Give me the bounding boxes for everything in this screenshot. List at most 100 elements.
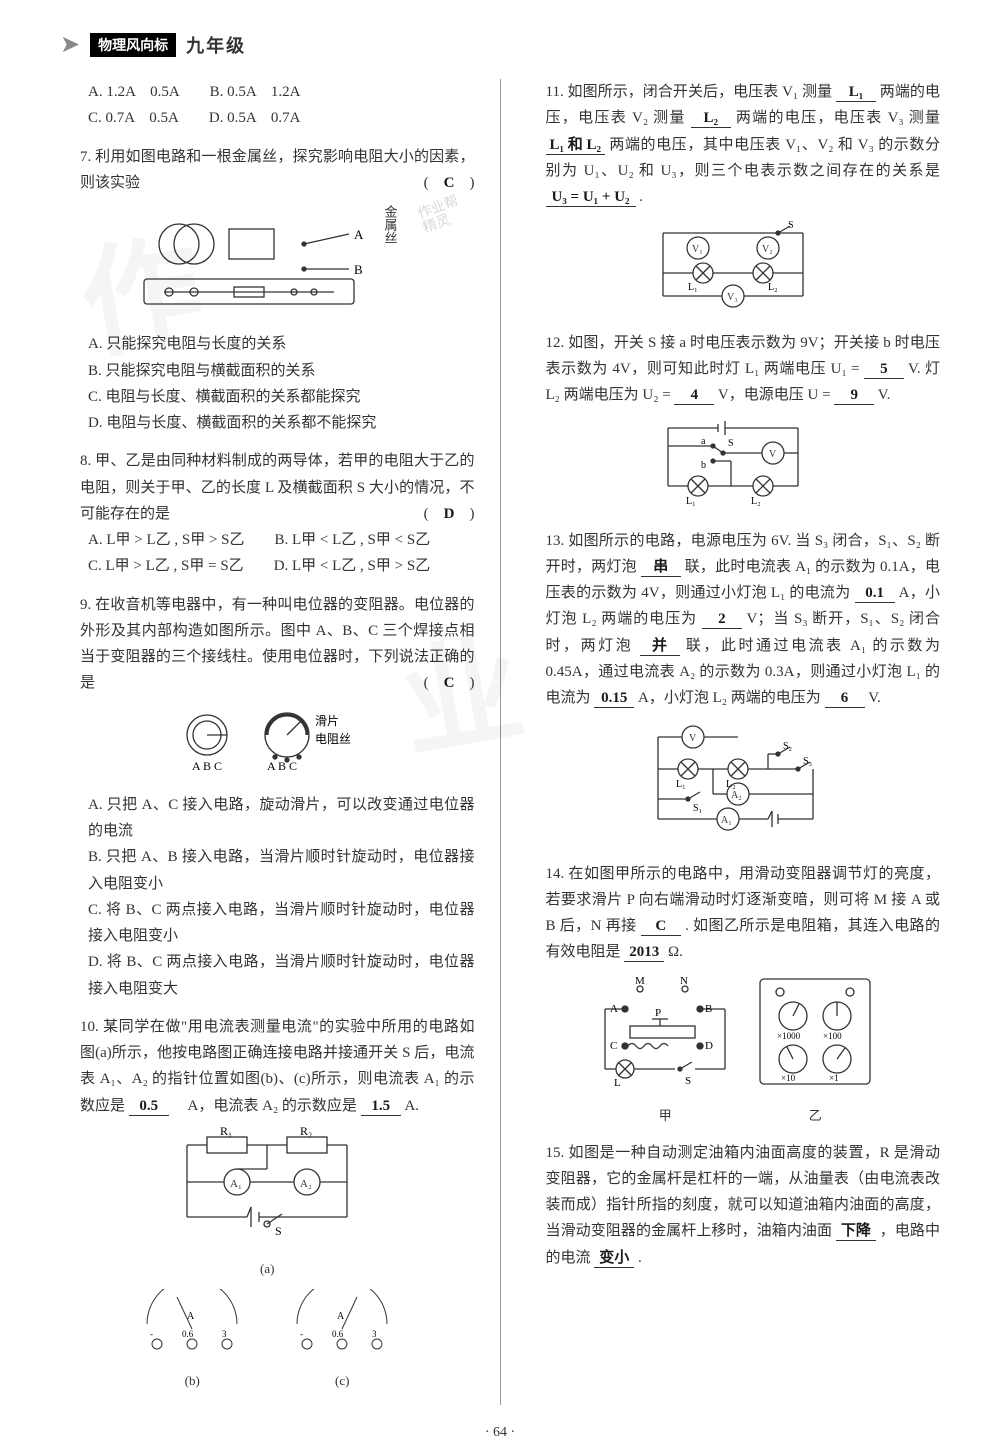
question-11: 11. 如图所示，闭合开关后，电压表 V₁ 测量 L₁ 两端的电压，电压表 V₂… [526,79,941,318]
svg-text:A₁: A₁ [721,815,732,826]
svg-text:S₃: S₃ [803,756,812,767]
svg-text:S: S [275,1224,282,1238]
answer-bracket: ( C ) [424,170,475,196]
svg-text:A₁: A₁ [230,1178,242,1190]
answer: C [444,675,455,691]
question-text: A，电流表 A₂ 的示数应是 [188,1098,357,1114]
option: C. 0.7A 0.5A [88,105,179,131]
fig-label: (a) [60,1258,475,1281]
svg-text:S₂: S₂ [783,741,792,752]
option: D. L甲 < L乙 , S甲 > S乙 [274,553,431,579]
question-13: 13. 如图所示的电路，电源电压为 6V. 当 S₃ 闭合，S₁、S₂ 断开时，… [526,528,941,849]
q11-figure: V₁ V₂ V₃ L₁ L₂ S [526,218,941,317]
option: C. L甲 > L乙 , S甲 = S乙 [88,553,244,579]
svg-text:M: M [635,975,645,987]
option: B. 只能探究电阻与横截面积的关系 [60,358,475,384]
svg-text:×100: ×100 [823,1031,842,1041]
right-column: 11. 如图所示，闭合开关后，电压表 V₁ 测量 L₁ 两端的电压，电压表 V₂… [526,79,941,1405]
option: C. 电阻与长度、横截面积的关系都能探究 [60,384,475,410]
option: A. 只能探究电阻与长度的关系 [60,331,475,357]
left-column: A. 1.2A 0.5A B. 0.5A 1.2A C. 0.7A 0.5A D… [60,79,475,1405]
svg-text:V₂: V₂ [762,244,773,255]
svg-text:A: A [354,227,364,242]
svg-text:0.6: 0.6 [332,1329,344,1339]
svg-text:S: S [788,220,794,231]
question-text: 7. 利用如图电路和一根金属丝，探究影响电阻大小的因素，则该实验 [80,149,475,191]
option: B. L甲 < L乙 , S甲 < S乙 [275,527,431,553]
option: D. 电阻与长度、横截面积的关系都不能探究 [60,410,475,436]
svg-text:A: A [187,1311,195,1322]
svg-text:A₂: A₂ [300,1178,312,1190]
question-7: 7. 利用如图电路和一根金属丝，探究影响电阻大小的因素，则该实验 ( C ) [60,144,475,437]
q10-figure-a: A₁ A₂ R₁ R₂ S [60,1127,475,1281]
option: D. 将 B、C 两点接入电路，当滑片顺时针旋动时，电位器接入电阻变大 [60,949,475,1002]
svg-text:L₂: L₂ [726,779,736,790]
q14-figure: M N A B P C D L S 甲 [526,974,941,1128]
svg-text:-: - [300,1329,303,1339]
option: A. 只把 A、C 接入电路，旋动滑片，可以改变通过电位器的电流 [60,792,475,845]
answer-bracket: ( D ) [424,501,475,527]
svg-text:a: a [701,436,706,447]
svg-text:b: b [701,460,706,471]
q7-figure: A B 金属丝 [60,204,475,323]
blank: 1.5 [361,1097,401,1116]
svg-text:S: S [728,438,734,449]
question-text: A. [404,1098,419,1114]
arrow-icon: ➤ [60,30,80,59]
svg-text:C: C [610,1040,617,1052]
page-header: ➤ 物理风向标 九年级 [60,30,940,59]
two-column-layout: A. 1.2A 0.5A B. 0.5A 1.2A C. 0.7A 0.5A D… [60,79,940,1405]
svg-text:L₁: L₁ [688,282,698,293]
subject-tag: 物理风向标 [90,33,176,57]
answer: C [444,175,455,191]
fig-label: 金属丝 [378,205,401,244]
blank: 0.5 [129,1097,169,1116]
svg-text:A B C: A B C [267,759,297,773]
question-9: 9. 在收音机等电器中，有一种叫电位器的变阻器。电位器的外形及其内部构造如图所示… [60,592,475,1002]
svg-text:V: V [769,449,777,460]
q13-figure: V A₂ A₁ [526,719,941,848]
svg-text:A B C: A B C [192,759,222,773]
svg-text:滑片: 滑片 [315,714,339,728]
question-12: 12. 如图，开关 S 接 a 时电压表示数为 9V；开关接 b 时电压表示数为… [526,330,941,516]
svg-text:3: 3 [372,1329,377,1339]
svg-text:R₂: R₂ [300,1127,312,1138]
svg-text:V₁: V₁ [692,244,703,255]
logo: ➤ [60,30,80,59]
fig-label: (b) [132,1370,252,1393]
option: B. 0.5A 1.2A [210,79,301,105]
answer-bracket: ( C ) [424,670,475,696]
svg-text:L₁: L₁ [686,496,696,506]
option: C. 将 B、C 两点接入电路，当滑片顺时针旋动时，电位器接入电阻变小 [60,897,475,950]
option: B. 只把 A、B 接入电路，当滑片顺时针旋动时，电位器接入电阻变小 [60,844,475,897]
svg-text:B: B [705,1003,712,1015]
question-14: 14. 在如图甲所示的电路中，用滑动变阻器调节灯的亮度，若要求滑片 P 向右端滑… [526,861,941,1128]
svg-text:R₁: R₁ [220,1127,232,1138]
svg-text:P: P [655,1007,661,1019]
grade-label: 九年级 [186,32,246,58]
svg-text:V: V [689,733,697,744]
answer: D [444,506,455,522]
question-8: 8. 甲、乙是由同种材料制成的两导体，若甲的电阻大于乙的电阻，则关于甲、乙的长度… [60,448,475,579]
svg-text:3: 3 [222,1329,227,1339]
svg-text:×1: ×1 [829,1073,839,1083]
svg-text:D: D [705,1040,713,1052]
svg-text:L: L [614,1077,621,1089]
option: A. 1.2A 0.5A [88,79,180,105]
svg-text:A: A [610,1003,618,1015]
svg-text:B: B [354,262,363,277]
svg-text:L₂: L₂ [751,496,761,506]
option: D. 0.5A 0.7A [209,105,301,131]
svg-text:×1000: ×1000 [777,1031,801,1041]
svg-text:V₃: V₃ [727,292,738,303]
column-divider [500,79,501,1405]
svg-text:S: S [685,1075,691,1087]
question-6-options: A. 1.2A 0.5A B. 0.5A 1.2A C. 0.7A 0.5A D… [60,79,475,132]
question-text: 9. 在收音机等电器中，有一种叫电位器的变阻器。电位器的外形及其内部构造如图所示… [80,597,475,692]
q9-figure: A B C A B C 滑片 电阻丝 [60,705,475,784]
svg-text:0.6: 0.6 [182,1329,194,1339]
svg-text:A: A [337,1311,345,1322]
page-number: · 64 · [60,1425,940,1441]
svg-text:电阻丝: 电阻丝 [315,732,351,746]
q10-figure-bc: - 0.6 3 A (b) - 0.6 [60,1289,475,1393]
